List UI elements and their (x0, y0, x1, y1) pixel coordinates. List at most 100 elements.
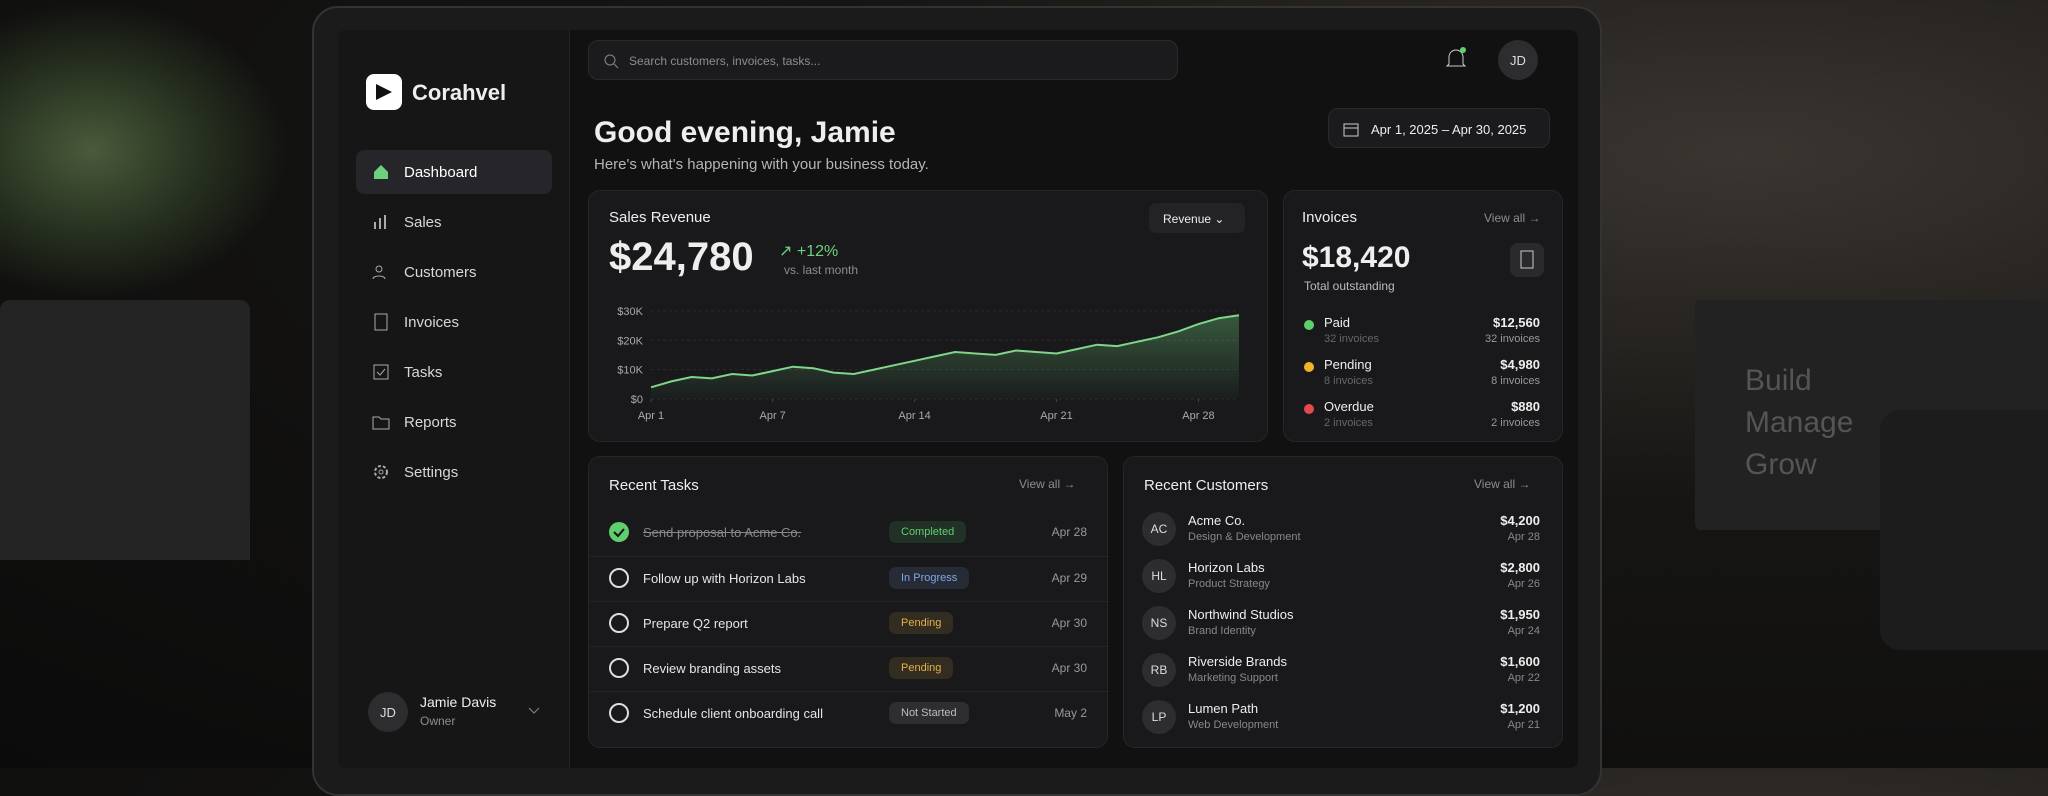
nav-label: Settings (404, 463, 459, 481)
card-title: Recent Customers (1144, 477, 1269, 494)
customer-desc: Web Development (1188, 719, 1279, 731)
date-range-label: Apr 1, 2025 – Apr 30, 2025 (1371, 122, 1527, 137)
nav-label: Reports (404, 413, 457, 431)
invoice-count: 2 invoices (1491, 417, 1540, 429)
invoice-amount: $12,560 (1493, 315, 1540, 330)
change-label: +12% (796, 243, 839, 260)
nav-item[interactable]: Settings (356, 450, 552, 494)
customer-amount: $4,200 (1500, 513, 1540, 528)
task-date: Apr 28 (1051, 525, 1087, 539)
task-date: Apr 29 (1051, 571, 1087, 585)
nav-item[interactable]: Customers (356, 250, 552, 294)
customer-row: HL Horizon Labs Product Strategy $2,800 Apr … (1124, 554, 1564, 600)
checkbox[interactable] (609, 522, 629, 542)
task-date: May 2 (1054, 706, 1087, 720)
invoice-count: 32 invoices (1484, 333, 1540, 345)
customer-rows: AC Acme Co. Design & Development $4,200 Apr … (1124, 507, 1564, 747)
status-dot (1304, 320, 1314, 330)
status-pill: Pending (889, 657, 954, 679)
card-title: Sales Revenue (609, 209, 711, 226)
customer-name: Riverside Brands (1188, 654, 1287, 669)
customer-amount: $1,950 (1500, 607, 1540, 622)
customer-desc: Brand Identity (1188, 625, 1256, 637)
y-tick-label: $30K (617, 306, 643, 318)
customer-avatar: AC (1142, 512, 1176, 546)
sales-chart: $0 $10K $20K $30K Apr 1 Apr 7 Apr 14 Apr 21 Apr … (617, 306, 1240, 422)
view-all-label: View all (1474, 477, 1516, 491)
logo-icon (366, 74, 402, 110)
invoice-count: 32 invoices (1324, 333, 1380, 345)
book-text: Grow (1745, 448, 1817, 481)
card-title: Invoices (1302, 209, 1358, 226)
customer-avatar: RB (1142, 653, 1176, 687)
view-all[interactable]: View all → (1474, 477, 1531, 491)
view-all[interactable]: View all → (1484, 211, 1541, 225)
y-tick-label: $20K (617, 335, 643, 347)
invoice-row: Overdue 2 invoices $880 2 invoices (1284, 395, 1564, 435)
task-rows: Send proposal to Acme Co. Completed Apr 28… (589, 511, 1109, 741)
user-name: Jamie Davis (420, 694, 497, 710)
mug (1880, 410, 2048, 650)
nav-item[interactable]: Dashboard (356, 150, 552, 194)
checkbox[interactable] (609, 703, 629, 723)
invoice-row: Pending 8 invoices $4,980 8 invoices (1284, 353, 1564, 393)
checkbox[interactable] (609, 658, 629, 678)
customer-avatar: HL (1142, 559, 1176, 593)
invoice-amount: $880 (1511, 399, 1540, 414)
nav-item[interactable]: Sales (356, 200, 552, 244)
checkbox[interactable] (609, 568, 629, 588)
comparison: vs. last month (784, 263, 859, 277)
y-tick-label: $0 (631, 394, 643, 406)
search-bar[interactable]: Search customers, invoices, tasks... (588, 40, 1178, 80)
customer-row: NS Northwind Studios Brand Identity $1,950 A… (1124, 601, 1564, 647)
status-pill: Completed (889, 521, 967, 543)
view-all-label: View all (1019, 477, 1061, 491)
greeting: Good evening, Jamie (594, 116, 896, 149)
doc-icon (1510, 243, 1544, 277)
invoice-caption: Total outstanding (1304, 279, 1395, 293)
customer-amount: $2,800 (1500, 560, 1540, 575)
view-all[interactable]: View all → (1019, 477, 1076, 491)
card-title: Recent Tasks (609, 477, 699, 494)
brand: Corahvel (412, 80, 507, 105)
customer-date: Apr 22 (1507, 672, 1540, 684)
customer-name: Lumen Path (1188, 701, 1259, 716)
customer-amount: $1,200 (1500, 701, 1540, 716)
customer-desc: Product Strategy (1188, 578, 1270, 590)
task-text: Prepare Q2 report (643, 616, 748, 631)
x-tick-label: Apr 14 (898, 410, 930, 422)
task-text: Send proposal to Acme Co. (643, 525, 802, 540)
invoice-status: Overdue (1324, 399, 1374, 414)
task-date: Apr 30 (1051, 661, 1087, 675)
nav-label: Invoices (404, 313, 460, 331)
invoice-amount: $18,420 (1302, 241, 1411, 274)
nav-item[interactable]: Invoices (356, 300, 552, 344)
task-row: Send proposal to Acme Co. Completed Apr 28 (589, 511, 1109, 555)
status-pill: In Progress (889, 567, 970, 589)
status-dot (1304, 362, 1314, 372)
screen: Corahvel Dashboard Sales Customers Invoi… (338, 30, 1578, 768)
invoice-status: Pending (1324, 357, 1372, 372)
customer-row: AC Acme Co. Design & Development $4,200 Apr … (1124, 507, 1564, 553)
customer-date: Apr 28 (1507, 531, 1540, 543)
task-row: Follow up with Horizon Labs In Progress Ap… (589, 556, 1109, 600)
user-avatar[interactable]: JD (368, 692, 408, 732)
date-range[interactable]: Apr 1, 2025 – Apr 30, 2025 (1328, 108, 1550, 148)
customer-name: Acme Co. (1188, 513, 1246, 528)
task-row: Review branding assets Pending Apr 30 (589, 646, 1109, 690)
metric-dropdown[interactable]: Revenue ⌄ (1149, 203, 1245, 233)
customer-amount: $1,600 (1500, 654, 1540, 669)
sidebar: Corahvel Dashboard Sales Customers Invoi… (338, 30, 570, 768)
nav-item[interactable]: Tasks (356, 350, 552, 394)
invoice-amount: $4,980 (1500, 357, 1540, 372)
invoice-count: 8 invoices (1324, 375, 1373, 387)
header-avatar[interactable]: JD (1498, 40, 1538, 80)
nav-item[interactable]: Reports (356, 400, 552, 444)
line (650, 314, 1240, 389)
bell[interactable] (1444, 46, 1468, 72)
sales-change: ↗ +12% (779, 243, 839, 260)
task-text: Schedule client onboarding call (643, 706, 823, 721)
task-date: Apr 30 (1051, 616, 1087, 630)
checkbox[interactable] (609, 613, 629, 633)
